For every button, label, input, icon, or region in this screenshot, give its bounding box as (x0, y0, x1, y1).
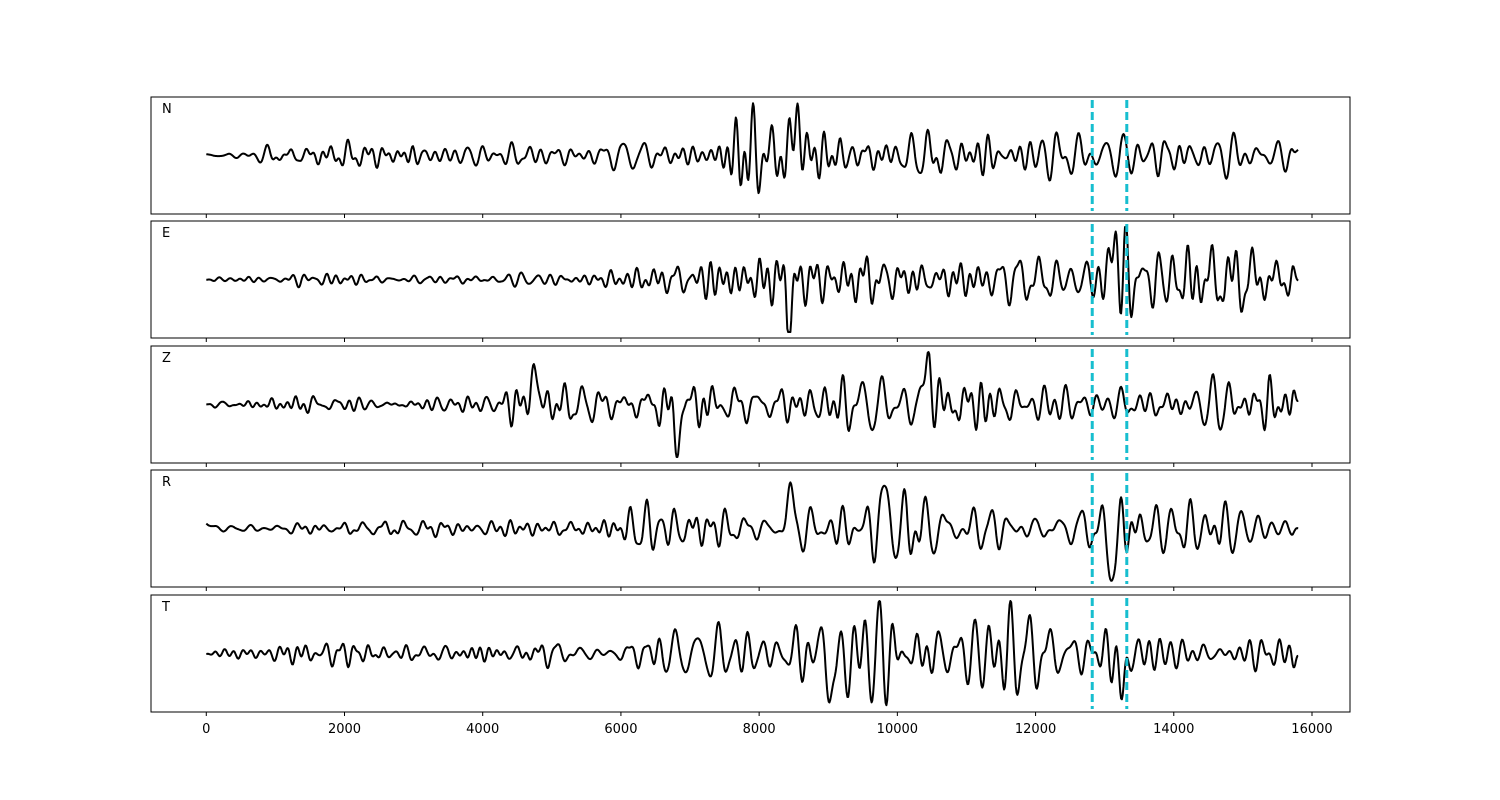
panel-frame (150, 594, 1351, 713)
x-tick-label: 2000 (328, 722, 361, 737)
panel-e: E (150, 220, 1351, 342)
x-tick-label: 0 (202, 722, 210, 737)
x-tick-label: 16000 (1291, 722, 1332, 737)
panel-label: Z (162, 351, 171, 366)
trace-r (205, 481, 1299, 582)
panel-label: N (162, 102, 172, 117)
trace-n (206, 102, 1299, 195)
x-tick-label: 10000 (877, 722, 918, 737)
panel-frame (150, 220, 1351, 339)
panel-frame (150, 469, 1351, 588)
panel-label: T (161, 600, 170, 615)
x-tick-label: 12000 (1015, 722, 1056, 737)
x-tick-label: 8000 (743, 722, 776, 737)
panel-frame (150, 345, 1351, 464)
x-tick-label: 14000 (1153, 722, 1194, 737)
trace-t (206, 600, 1299, 707)
x-tick-label: 6000 (604, 722, 637, 737)
panel-n: N (150, 96, 1351, 218)
panel-t: T (150, 594, 1351, 716)
trace-z (206, 351, 1299, 458)
panels: N E Z R T (150, 96, 1351, 716)
panel-label: R (162, 475, 171, 490)
x-axis: 0 2000 4000 6000 8000 10000 12000 14000 16000 (202, 722, 1333, 737)
trace-e (206, 226, 1299, 333)
panel-frame (150, 96, 1351, 215)
panel-z: Z (150, 345, 1351, 467)
panel-label: E (162, 226, 170, 241)
x-tick-label: 4000 (466, 722, 499, 737)
panel-r: R (150, 469, 1351, 591)
